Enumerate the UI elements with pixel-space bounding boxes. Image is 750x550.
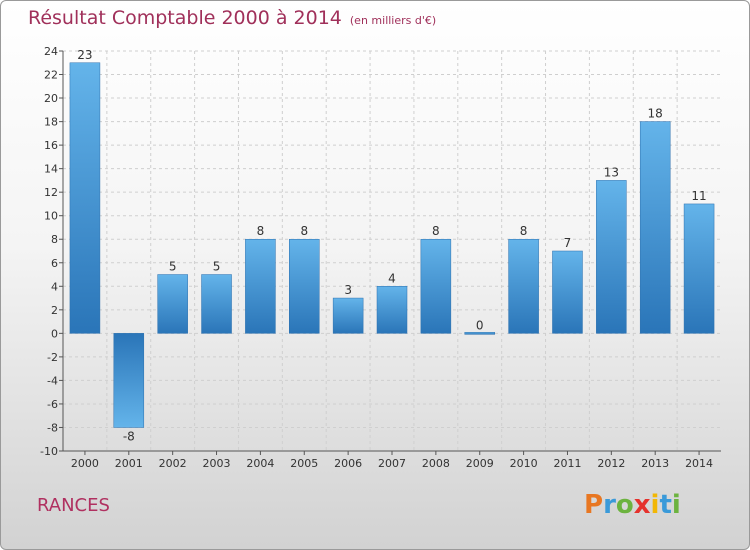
x-tick-label: 2010 [510, 457, 538, 470]
y-tick-label: -10 [40, 445, 58, 458]
y-tick-label: 2 [51, 304, 58, 317]
x-tick-label: 2014 [685, 457, 713, 470]
bar [201, 274, 232, 334]
bar [289, 238, 320, 334]
chart-title: Résultat Comptable 2000 à 2014 (en millie… [28, 7, 436, 29]
bars [69, 62, 715, 428]
x-tick-label: 2000 [71, 457, 99, 470]
logo-letter: o [615, 490, 634, 520]
bar [376, 286, 408, 334]
y-tick-label: -4 [47, 374, 58, 387]
x-tick-label: 2001 [115, 457, 143, 470]
bar [639, 121, 671, 334]
y-tick-label: 22 [44, 69, 58, 82]
y-tick-label: 14 [44, 163, 58, 176]
data-label: 8 [520, 224, 528, 238]
data-label: 11 [691, 189, 706, 203]
logo-letter: t [659, 490, 672, 520]
data-label: 8 [432, 224, 440, 238]
logo-letter: x [633, 490, 651, 520]
x-tick-label: 2005 [290, 457, 318, 470]
x-tick-label: 2009 [466, 457, 494, 470]
y-tick-label: -8 [47, 421, 58, 434]
y-tick-label: 18 [44, 116, 58, 129]
bar [113, 333, 145, 428]
x-tick-label: 2012 [597, 457, 625, 470]
y-tick-label: 12 [44, 186, 58, 199]
x-tick-label: 2002 [159, 457, 187, 470]
data-label: 13 [604, 165, 619, 179]
data-label: 18 [648, 107, 663, 121]
bar [332, 297, 364, 334]
x-tick-label: 2007 [378, 457, 406, 470]
logo-letter: i [671, 490, 681, 520]
x-tick-label: 2008 [422, 457, 450, 470]
y-tick-label: 0 [51, 327, 58, 340]
bar [69, 62, 101, 334]
bar [508, 238, 539, 334]
y-tick-label: -6 [47, 398, 58, 411]
logo-letter: i [650, 490, 660, 520]
data-label: 5 [169, 260, 177, 274]
bar [683, 203, 715, 334]
x-tick-label: 2013 [641, 457, 669, 470]
y-tick-label: 8 [51, 233, 58, 246]
logo-letter: r [603, 490, 616, 520]
bar [552, 250, 583, 334]
data-label: -8 [123, 429, 135, 443]
data-label: 4 [388, 271, 396, 285]
data-labels: 23 -8 5 5 8 8 3 4 8 0 8 7 13 18 11 [77, 48, 706, 444]
chart-subtitle: (en milliers d'€) [349, 14, 437, 27]
x-tick-label: 2003 [203, 457, 231, 470]
y-tick-label: 4 [51, 280, 58, 293]
data-label: 8 [257, 224, 265, 238]
data-label: 7 [564, 236, 572, 250]
bar [245, 238, 276, 334]
proxiti-logo: Proxiti [584, 490, 681, 520]
y-tick-label: 10 [44, 210, 58, 223]
chart-title-text: Résultat Comptable 2000 à 2014 [28, 7, 342, 29]
place-name: RANCES [37, 495, 110, 516]
bar [157, 274, 188, 334]
data-label: 3 [344, 283, 352, 297]
bar [596, 180, 627, 334]
data-label: 23 [77, 48, 92, 62]
data-label: 5 [213, 260, 221, 274]
x-tick-label: 2004 [246, 457, 274, 470]
x-tick-label: 2006 [334, 457, 362, 470]
x-tick-label: 2011 [553, 457, 581, 470]
y-tick-label: 6 [51, 257, 58, 270]
bar [464, 332, 495, 335]
data-label: 8 [300, 224, 308, 238]
y-tick-label: 24 [44, 45, 58, 58]
y-tick-label: -2 [47, 351, 58, 364]
data-label: 0 [476, 318, 484, 332]
bar [420, 238, 452, 334]
logo-letter: P [584, 490, 604, 520]
y-tick-label: 16 [44, 139, 58, 152]
y-tick-label: 20 [44, 92, 58, 105]
